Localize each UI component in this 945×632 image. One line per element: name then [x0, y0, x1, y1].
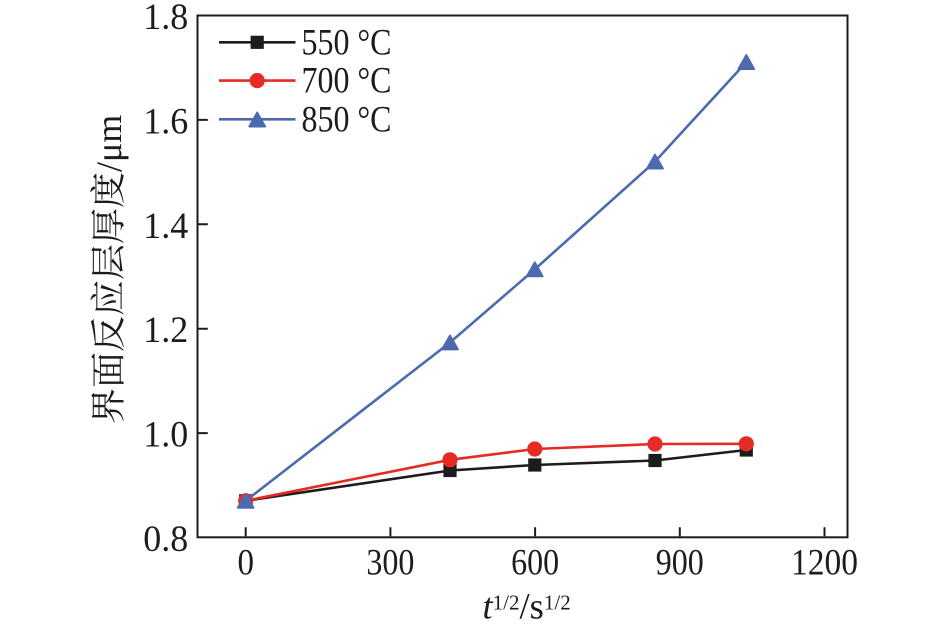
- svg-text:600: 600: [511, 542, 559, 583]
- svg-text:/μm: /μm: [89, 115, 129, 172]
- svg-text:550 °C: 550 °C: [302, 21, 392, 62]
- svg-text:1.0: 1.0: [143, 414, 188, 455]
- svg-text:300: 300: [366, 542, 414, 583]
- svg-text:1.2: 1.2: [143, 309, 188, 350]
- svg-text:700 °C: 700 °C: [302, 60, 392, 101]
- svg-text:1.4: 1.4: [143, 205, 188, 246]
- svg-text:t1/2/s1/2: t1/2/s1/2: [483, 585, 571, 626]
- svg-text:0.8: 0.8: [143, 518, 188, 559]
- svg-text:1.8: 1.8: [143, 0, 188, 37]
- svg-text:1.6: 1.6: [143, 100, 188, 141]
- svg-text:900: 900: [656, 542, 704, 583]
- svg-text:850 °C: 850 °C: [302, 98, 392, 139]
- svg-text:0: 0: [237, 542, 254, 583]
- svg-text:1200: 1200: [791, 542, 858, 583]
